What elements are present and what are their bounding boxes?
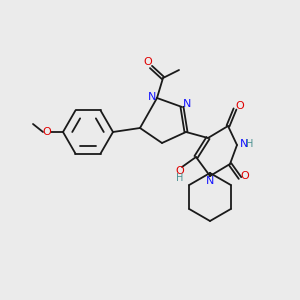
Text: N: N (206, 176, 214, 186)
Text: O: O (43, 127, 51, 137)
Text: H: H (176, 173, 184, 183)
Text: O: O (144, 57, 152, 67)
Text: N: N (240, 139, 248, 149)
Text: O: O (236, 101, 244, 111)
Text: N: N (148, 92, 156, 102)
Text: O: O (176, 166, 184, 176)
Text: O: O (241, 171, 249, 181)
Text: N: N (183, 99, 191, 109)
Text: H: H (246, 139, 254, 149)
